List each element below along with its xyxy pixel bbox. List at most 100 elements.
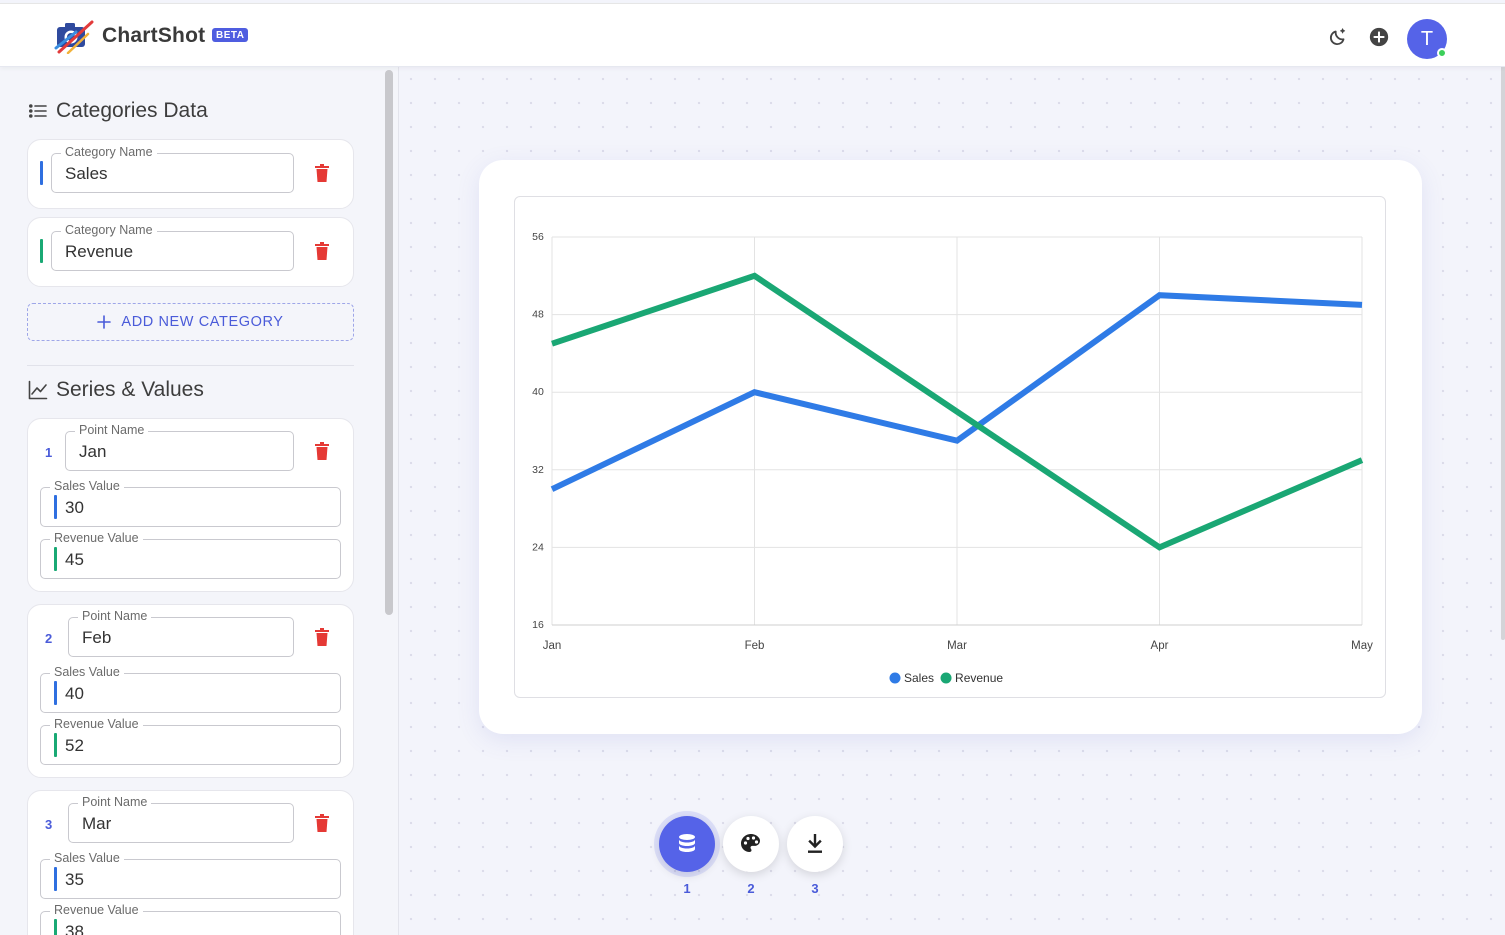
step-number: 1	[683, 881, 691, 896]
line-chart-icon	[28, 380, 48, 400]
online-status-indicator	[1437, 48, 1447, 58]
sales-value-field[interactable]: Sales Value 35	[40, 851, 341, 899]
point-card: 3 Point Name Mar Sales Value 35 Revenue …	[27, 790, 354, 935]
delete-point-icon[interactable]	[315, 628, 329, 646]
point-index: 2	[45, 631, 53, 646]
y-tick-label: 48	[532, 309, 544, 321]
field-value: Revenue	[65, 242, 134, 261]
category-color-marker	[40, 161, 43, 185]
x-tick-label: Apr	[1151, 640, 1169, 652]
series-color-marker	[54, 547, 57, 571]
plus-icon	[97, 315, 112, 329]
app-header: ChartShot BETA T	[0, 3, 1505, 67]
legend-label-sales: Sales	[904, 671, 934, 685]
legend-label-revenue: Revenue	[955, 671, 1003, 685]
field-value: Mar	[82, 814, 112, 833]
series-line-sales	[550, 292, 1363, 492]
field-label: Sales Value	[50, 665, 124, 679]
y-tick-label: 24	[532, 541, 544, 553]
field-label: Revenue Value	[50, 903, 143, 917]
category-name-field[interactable]: Category Name Sales	[51, 145, 294, 193]
categories-section-title: Categories Data	[28, 99, 208, 123]
add-category-button[interactable]: ADD NEW CATEGORY	[27, 303, 354, 341]
x-tick-label: Mar	[947, 640, 967, 652]
field-value: 30	[65, 498, 84, 517]
point-card: 1 Point Name Jan Sales Value 30 Revenue …	[27, 418, 354, 592]
y-tick-label: 56	[532, 231, 544, 243]
field-value: 38	[65, 922, 84, 935]
sales-value-field[interactable]: Sales Value 40	[40, 665, 341, 713]
field-value: 52	[65, 736, 84, 755]
field-label: Sales Value	[50, 479, 124, 493]
canvas-area: 56 48 40 32 24 16 Jan Feb Mar Apr May Sales Revenue …	[399, 67, 1505, 935]
revenue-value-field[interactable]: Revenue Value 45	[40, 531, 341, 579]
beta-badge: BETA	[212, 28, 249, 42]
delete-category-icon[interactable]	[315, 242, 329, 260]
point-index: 1	[45, 445, 53, 460]
window-scrollbar[interactable]	[1501, 40, 1505, 640]
point-name-field[interactable]: Point Name Mar	[68, 795, 294, 843]
sales-value-field[interactable]: Sales Value 30	[40, 479, 341, 527]
step-number: 2	[747, 881, 755, 896]
categories-title-text: Categories Data	[56, 99, 208, 122]
series-color-marker	[54, 733, 57, 757]
point-index: 3	[45, 817, 53, 832]
section-divider	[27, 365, 354, 366]
revenue-value-field[interactable]: Revenue Value 52	[40, 717, 341, 765]
field-label: Revenue Value	[50, 531, 143, 545]
y-tick-label: 16	[532, 619, 544, 631]
palette-icon	[741, 834, 760, 852]
export-step-button[interactable]	[787, 816, 843, 872]
series-color-marker	[54, 867, 57, 891]
x-tick-label: Feb	[745, 640, 765, 652]
field-label: Revenue Value	[50, 717, 143, 731]
add-circle-icon[interactable]	[1368, 26, 1390, 48]
delete-point-icon[interactable]	[315, 814, 329, 832]
point-card: 2 Point Name Feb Sales Value 40 Revenue …	[27, 604, 354, 778]
field-label: Point Name	[78, 795, 152, 809]
revenue-value-field[interactable]: Revenue Value 38	[40, 903, 341, 935]
style-step-button[interactable]	[723, 816, 779, 872]
database-icon	[679, 834, 695, 852]
delete-point-icon[interactable]	[315, 442, 329, 460]
field-value: Sales	[65, 164, 108, 183]
point-name-field[interactable]: Point Name Jan	[65, 423, 294, 471]
y-tick-label: 40	[532, 386, 544, 398]
list-icon	[28, 104, 47, 118]
series-section-title: Series & Values	[28, 378, 204, 402]
legend-marker-revenue	[940, 672, 952, 684]
series-color-marker	[54, 495, 57, 519]
point-name-field[interactable]: Point Name Feb	[68, 609, 294, 657]
avatar-initial: T	[1420, 28, 1434, 50]
category-name-field[interactable]: Category Name Revenue	[51, 223, 294, 271]
download-icon	[808, 834, 822, 853]
x-tick-label: Jan	[543, 640, 562, 652]
sidebar: Categories Data Category Name Sales Cate…	[0, 67, 399, 935]
field-label: Sales Value	[50, 851, 124, 865]
series-title-text: Series & Values	[56, 378, 204, 401]
theme-toggle-icon[interactable]	[1327, 26, 1349, 48]
field-label: Point Name	[75, 423, 149, 437]
field-label: Category Name	[61, 223, 157, 237]
legend-marker-sales	[889, 672, 901, 684]
field-value: 35	[65, 870, 84, 889]
data-step-button[interactable]	[659, 816, 715, 872]
sidebar-scrollbar[interactable]	[385, 70, 393, 615]
step-number: 3	[811, 881, 819, 896]
series-line-revenue	[551, 272, 1364, 551]
y-tick-label: 32	[532, 464, 544, 476]
category-color-marker	[40, 239, 43, 263]
field-value: Jan	[79, 442, 107, 461]
series-color-marker	[54, 681, 57, 705]
field-label: Point Name	[78, 609, 152, 623]
delete-category-icon[interactable]	[315, 164, 329, 182]
field-label: Category Name	[61, 145, 157, 159]
user-avatar[interactable]: T	[1407, 19, 1447, 59]
chartshot-logo-icon[interactable]	[54, 18, 94, 54]
category-card: Category Name Revenue	[27, 217, 354, 287]
category-card: Category Name Sales	[27, 139, 354, 209]
x-tick-label: May	[1351, 640, 1373, 652]
app-name: ChartShot	[102, 24, 206, 47]
field-value: 45	[65, 550, 84, 569]
field-value: 40	[65, 684, 84, 703]
